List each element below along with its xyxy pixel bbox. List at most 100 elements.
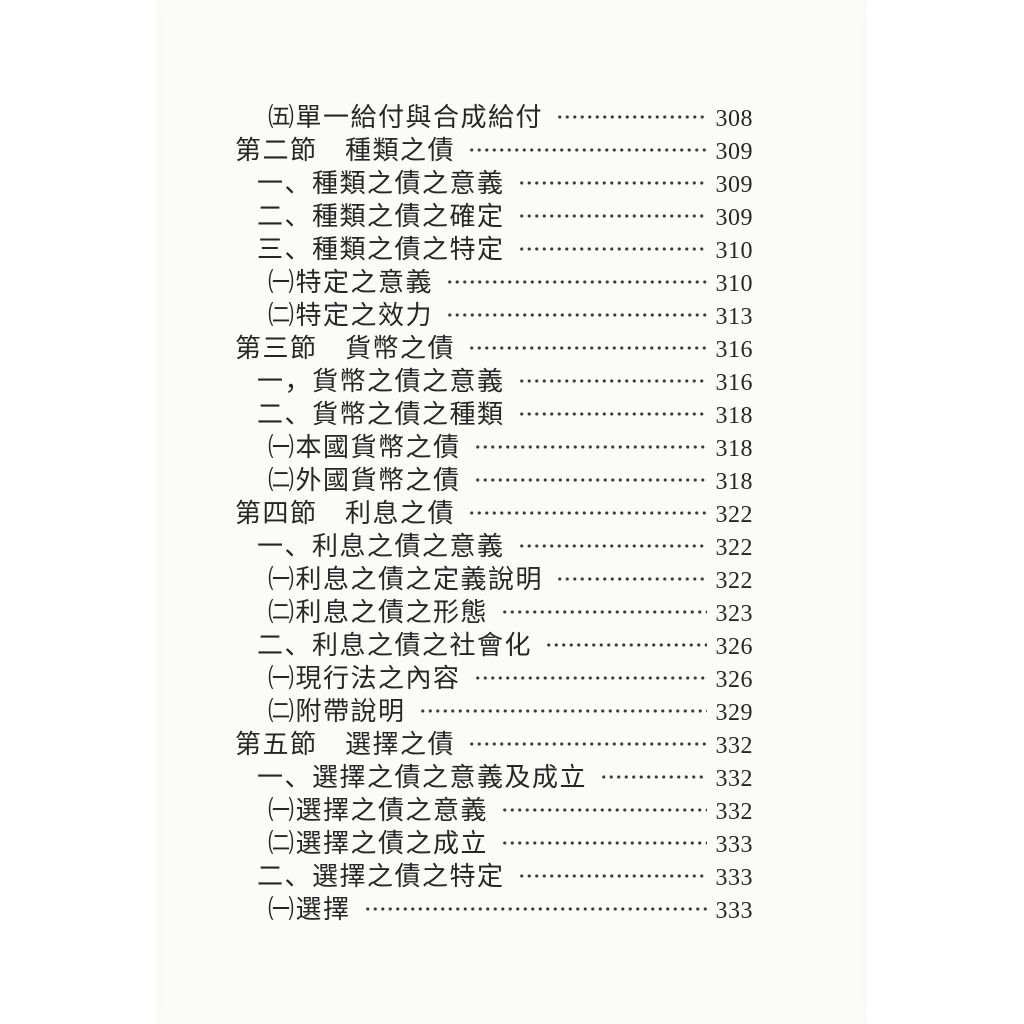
toc-entry-label: 一、選擇之債之意義及成立	[257, 763, 588, 792]
toc-entry-page: 316	[715, 370, 753, 396]
toc-entry-label: ㈠本國貨幣之債	[268, 433, 461, 462]
toc-entry-page: 309	[715, 172, 753, 198]
toc-entry-page: 332	[715, 766, 753, 792]
dotted-leader	[545, 642, 707, 647]
toc-entry-page: 326	[715, 667, 753, 693]
toc-entry-label: 二、選擇之債之特定	[257, 862, 505, 891]
toc-row: ㈡利息之債之形態 323	[268, 596, 753, 629]
dotted-leader	[517, 180, 707, 185]
dotted-leader	[517, 378, 707, 383]
toc-entry-page: 326	[715, 634, 753, 660]
toc-entry-label: 第四節 利息之債	[235, 499, 456, 528]
toc-entry-label: ㈡外國貨幣之債	[268, 466, 461, 495]
toc-row: ㈠選擇之債之意義 332	[268, 794, 753, 827]
toc-entry-label: ㈠選擇之債之意義	[268, 796, 489, 825]
toc-entry-label: ㈠特定之意義	[268, 268, 434, 297]
toc-entry-label: ㈠利息之債之定義說明	[268, 565, 544, 594]
toc-entry-label: 一、種類之債之意義	[257, 169, 505, 198]
dotted-leader	[556, 576, 707, 581]
toc-entry-label: ㈡特定之效力	[268, 301, 434, 330]
toc-row: ㈠現行法之內容 326	[268, 662, 753, 695]
dotted-leader	[556, 114, 707, 119]
toc-entry-label: ㈠現行法之內容	[268, 664, 461, 693]
toc-row: 二、貨幣之債之種類 318	[257, 398, 753, 431]
toc-row: ㈡特定之效力 313	[268, 299, 753, 332]
toc-entry-label: 一，貨幣之債之意義	[257, 367, 505, 396]
dotted-leader	[468, 741, 707, 746]
toc-entry-page: 318	[715, 469, 753, 495]
toc-page: ㈤單一給付與合成給付 308 第二節 種類之債 309 一、種類之債之意義 30…	[156, 0, 867, 1024]
toc-entry-page: 322	[715, 535, 753, 561]
toc-entry-page: 322	[715, 568, 753, 594]
toc-list: ㈤單一給付與合成給付 308 第二節 種類之債 309 一、種類之債之意義 30…	[156, 0, 867, 926]
dotted-leader	[517, 543, 707, 548]
dotted-leader	[363, 906, 707, 911]
toc-entry-label: 二、種類之債之確定	[257, 202, 505, 231]
dotted-leader	[473, 477, 707, 482]
toc-entry-page: 309	[715, 205, 753, 231]
toc-row: 二、種類之債之確定 309	[257, 200, 753, 233]
toc-row: 第二節 種類之債 309	[235, 134, 753, 167]
dotted-leader	[501, 609, 707, 614]
toc-entry-page: 329	[715, 700, 753, 726]
toc-entry-label: 二、貨幣之債之種類	[257, 400, 505, 429]
toc-row: ㈡選擇之債之成立 333	[268, 827, 753, 860]
toc-entry-label: 二、利息之債之社會化	[257, 631, 533, 660]
toc-entry-page: 333	[715, 898, 753, 924]
toc-row: 三、種類之債之特定 310	[257, 233, 753, 266]
toc-row: 第五節 選擇之債 332	[235, 728, 753, 761]
toc-entry-page: 310	[715, 271, 753, 297]
toc-row: ㈠特定之意義 310	[268, 266, 753, 299]
toc-entry-label: ㈠選擇	[268, 895, 351, 924]
toc-row: ㈠選擇 333	[268, 893, 753, 926]
toc-row: 一、種類之債之意義 309	[257, 167, 753, 200]
dotted-leader	[473, 675, 707, 680]
toc-entry-page: 316	[715, 337, 753, 363]
toc-row: ㈡附帶說明 329	[268, 695, 753, 728]
dotted-leader	[517, 246, 707, 251]
toc-entry-label: ㈤單一給付與合成給付	[268, 103, 544, 132]
toc-entry-page: 323	[715, 601, 753, 627]
toc-entry-label: ㈡附帶說明	[268, 697, 406, 726]
toc-entry-page: 318	[715, 403, 753, 429]
dotted-leader	[468, 345, 707, 350]
toc-row: ㈡外國貨幣之債 318	[268, 464, 753, 497]
dotted-leader	[501, 807, 707, 812]
toc-row: 一、利息之債之意義 322	[257, 530, 753, 563]
toc-entry-label: 第三節 貨幣之債	[235, 334, 456, 363]
toc-row: 第三節 貨幣之債 316	[235, 332, 753, 365]
toc-entry-label: 第五節 選擇之債	[235, 730, 456, 759]
toc-entry-page: 318	[715, 436, 753, 462]
dotted-leader	[517, 411, 707, 416]
toc-entry-label: ㈡選擇之債之成立	[268, 829, 489, 858]
dotted-leader	[446, 312, 707, 317]
toc-entry-page: 310	[715, 238, 753, 264]
toc-row: 一、選擇之債之意義及成立 332	[257, 761, 753, 794]
toc-entry-page: 333	[715, 832, 753, 858]
dotted-leader	[473, 444, 707, 449]
toc-entry-page: 332	[715, 733, 753, 759]
dotted-leader	[517, 873, 707, 878]
dotted-leader	[501, 840, 707, 845]
toc-entry-page: 332	[715, 799, 753, 825]
toc-entry-label: 第二節 種類之債	[235, 136, 456, 165]
toc-entry-page: 322	[715, 502, 753, 528]
toc-row: ㈤單一給付與合成給付 308	[268, 101, 753, 134]
dotted-leader	[418, 708, 707, 713]
toc-entry-page: 308	[715, 106, 753, 132]
toc-entry-label: 三、種類之債之特定	[257, 235, 505, 264]
dotted-leader	[600, 774, 707, 779]
toc-row: 一，貨幣之債之意義 316	[257, 365, 753, 398]
toc-entry-label: 一、利息之債之意義	[257, 532, 505, 561]
toc-row: 二、利息之債之社會化 326	[257, 629, 753, 662]
dotted-leader	[517, 213, 707, 218]
toc-entry-page: 309	[715, 139, 753, 165]
toc-row: 二、選擇之債之特定 333	[257, 860, 753, 893]
dotted-leader	[468, 147, 707, 152]
toc-row: ㈠利息之債之定義說明 322	[268, 563, 753, 596]
dotted-leader	[446, 279, 707, 284]
toc-row: ㈠本國貨幣之債 318	[268, 431, 753, 464]
toc-row: 第四節 利息之債 322	[235, 497, 753, 530]
toc-entry-label: ㈡利息之債之形態	[268, 598, 489, 627]
